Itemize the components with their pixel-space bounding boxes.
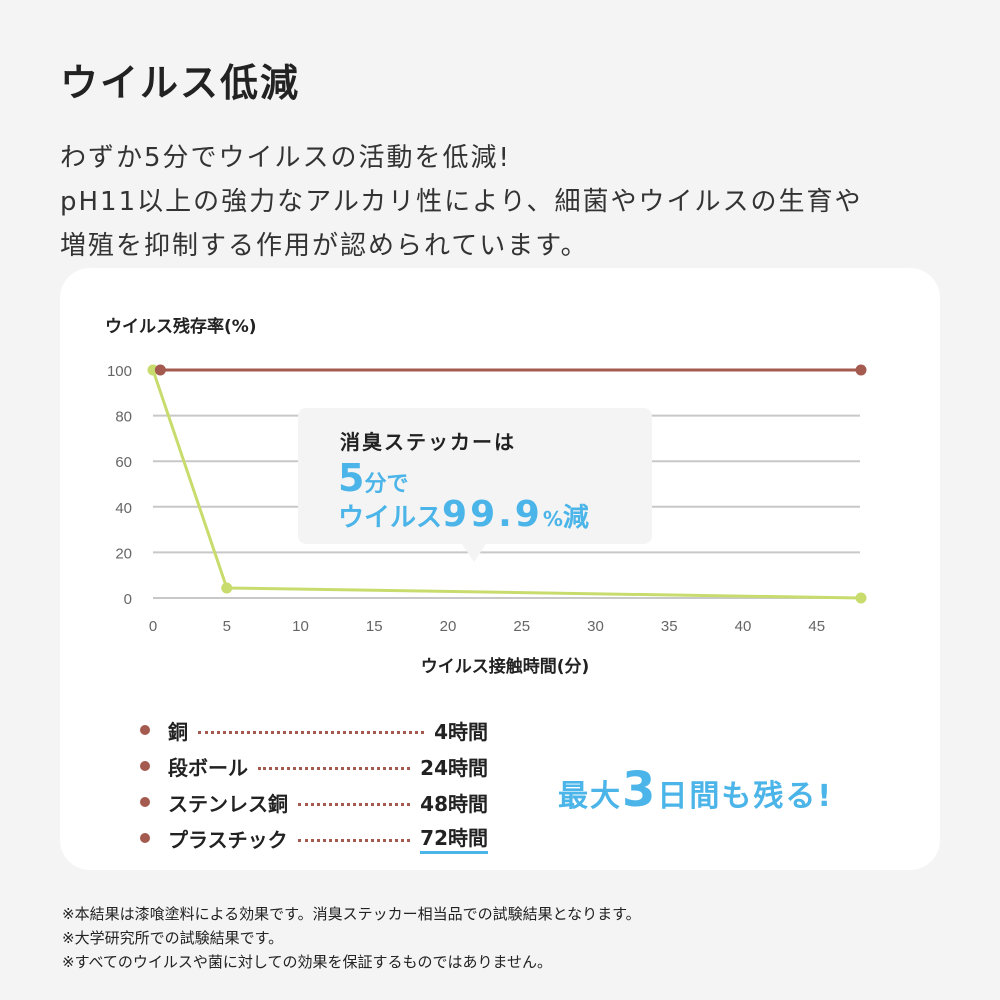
x-tick-label: 0	[149, 618, 157, 635]
list-item: プラスチック 72時間	[140, 820, 488, 856]
duration: 72時間	[420, 822, 488, 854]
chart-card	[60, 268, 940, 870]
bubble-time: 5分で	[338, 456, 408, 500]
material: 銅	[168, 719, 188, 744]
duration: 48時間	[420, 791, 488, 816]
page-title: ウイルス低減	[60, 61, 301, 105]
x-tick-label: 5	[223, 618, 231, 635]
y-axis-label: ウイルス残存率(%)	[105, 317, 257, 337]
x-tick-label: 25	[513, 618, 530, 635]
bubble-reduce: 減	[562, 503, 589, 533]
leader-dots	[198, 730, 425, 734]
survival-list: 銅 4時間 段ボール 24時間 ステンレス銅 48時間 プラスチック 72時間	[140, 712, 488, 856]
x-tick-label: 10	[292, 618, 309, 635]
list-item: 段ボール 24時間	[140, 748, 488, 784]
lead-line: わずか5分でウイルスの活動を低減!	[60, 143, 511, 173]
x-tick-label: 15	[366, 618, 383, 635]
bullet-icon	[140, 761, 150, 771]
duration: 4時間	[434, 719, 488, 744]
bubble-heading: 消臭ステッカーは	[340, 430, 516, 454]
lead-line: pH11以上の強力なアルカリ性により、細菌やウイルスの生育や	[60, 187, 863, 217]
y-tick-label: 60	[115, 454, 132, 471]
data-point-control	[855, 364, 867, 376]
bullet-icon	[140, 797, 150, 807]
footnote: ※本結果は漆喰塗料による効果です。消臭ステッカー相当品での試験結果となります。	[62, 905, 641, 923]
leader-dots	[297, 838, 411, 842]
leader-dots	[298, 802, 411, 806]
material: ステンレス銅	[168, 791, 288, 816]
bubble-reduction: ウイルス99.9%減	[338, 494, 589, 535]
list-item: 銅 4時間	[140, 712, 488, 748]
speech-bubble: 消臭ステッカーは 5分で ウイルス99.9%減	[298, 408, 652, 562]
footnote: ※大学研究所での試験結果です。	[62, 929, 284, 947]
list-item: ステンレス銅 48時間	[140, 784, 488, 820]
material: 段ボール	[168, 755, 248, 780]
x-tick-label: 35	[661, 618, 678, 635]
duration: 24時間	[420, 755, 488, 780]
bubble-percent: 99.9	[442, 494, 543, 535]
callout-pre: 最大	[558, 779, 622, 814]
bubble-percent-sign: %	[542, 507, 563, 531]
material: プラスチック	[168, 827, 288, 852]
callout-number: 3	[622, 762, 658, 818]
footnote: ※すべてのウイルスや菌に対しての効果を保証するものではありません。	[62, 953, 553, 971]
x-tick-label: 40	[735, 618, 752, 635]
y-tick-label: 40	[115, 500, 132, 517]
lead-line: 増殖を抑制する作用が認められています。	[60, 231, 589, 261]
leader-dots	[258, 766, 411, 770]
data-point-control	[154, 364, 166, 376]
bubble-virus: ウイルス	[338, 503, 443, 533]
y-tick-label: 20	[115, 545, 132, 562]
x-tick-label: 30	[587, 618, 604, 635]
y-tick-label: 100	[107, 363, 132, 380]
x-axis-label: ウイルス接触時間(分)	[420, 657, 590, 677]
bubble-unit: 分で	[364, 472, 409, 497]
bubble-minutes: 5	[338, 456, 365, 500]
bullet-icon	[140, 833, 150, 843]
x-tick-label: 20	[440, 618, 457, 635]
callout: 最大3日間も残る!	[558, 762, 833, 818]
data-point-sticker	[221, 582, 233, 594]
x-tick-label: 45	[808, 618, 825, 635]
y-tick-label: 0	[124, 591, 132, 608]
footnotes: ※本結果は漆喰塗料による効果です。消臭ステッカー相当品での試験結果となります。 …	[62, 902, 641, 974]
data-point-sticker	[855, 592, 867, 604]
y-tick-label: 80	[115, 409, 132, 426]
lead-text: わずか5分でウイルスの活動を低減! pH11以上の強力なアルカリ性により、細菌や…	[60, 136, 863, 268]
callout-post: 日間も残る!	[657, 779, 834, 814]
bullet-icon	[140, 725, 150, 735]
